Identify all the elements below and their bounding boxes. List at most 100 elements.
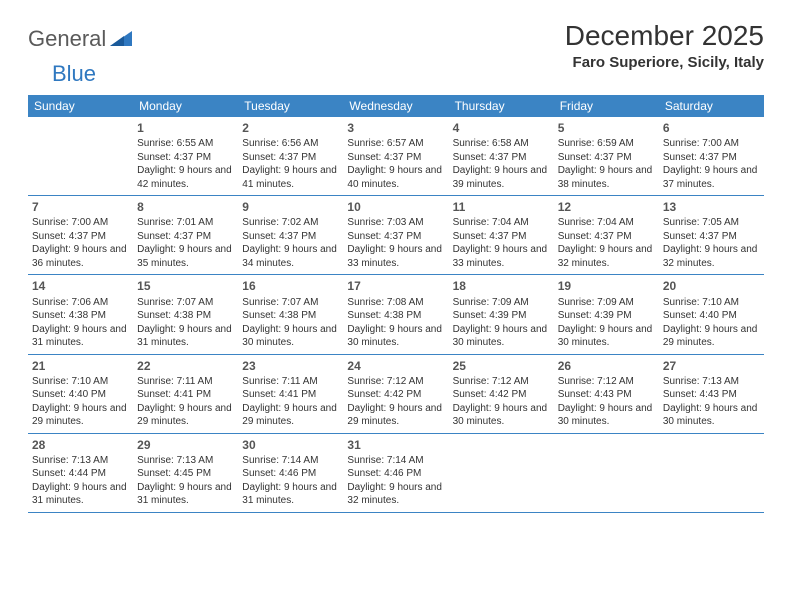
weekday-header-row: SundayMondayTuesdayWednesdayThursdayFrid… [28, 95, 764, 117]
day-cell: 3Sunrise: 6:57 AMSunset: 4:37 PMDaylight… [343, 117, 448, 195]
day-info-line: Daylight: 9 hours and 29 minutes. [32, 402, 129, 429]
day-number: 3 [347, 120, 444, 136]
day-number: 5 [558, 120, 655, 136]
day-info-line: Sunset: 4:41 PM [242, 388, 339, 402]
day-info-line: Daylight: 9 hours and 30 minutes. [453, 402, 550, 429]
weekday-header: Thursday [449, 95, 554, 117]
day-number: 22 [137, 358, 234, 374]
day-info-line: Sunrise: 7:09 AM [453, 296, 550, 310]
day-info-line: Sunset: 4:37 PM [558, 151, 655, 165]
day-info-line: Sunrise: 7:09 AM [558, 296, 655, 310]
day-info-line: Sunset: 4:40 PM [32, 388, 129, 402]
day-info-line: Sunset: 4:43 PM [663, 388, 760, 402]
day-info-line: Sunrise: 7:07 AM [242, 296, 339, 310]
day-number: 18 [453, 278, 550, 294]
day-cell: 19Sunrise: 7:09 AMSunset: 4:39 PMDayligh… [554, 275, 659, 353]
day-cell: 29Sunrise: 7:13 AMSunset: 4:45 PMDayligh… [133, 434, 238, 512]
calendar-grid: SundayMondayTuesdayWednesdayThursdayFrid… [28, 95, 764, 513]
day-info-line: Sunset: 4:37 PM [347, 230, 444, 244]
day-number: 26 [558, 358, 655, 374]
day-info-line: Sunset: 4:37 PM [347, 151, 444, 165]
day-number: 7 [32, 199, 129, 215]
day-info-line: Sunrise: 7:03 AM [347, 216, 444, 230]
week-row: 21Sunrise: 7:10 AMSunset: 4:40 PMDayligh… [28, 355, 764, 434]
day-info-line: Sunset: 4:38 PM [242, 309, 339, 323]
day-info-line: Sunset: 4:38 PM [32, 309, 129, 323]
day-info-line: Daylight: 9 hours and 32 minutes. [347, 481, 444, 508]
day-cell: 15Sunrise: 7:07 AMSunset: 4:38 PMDayligh… [133, 275, 238, 353]
day-info-line: Daylight: 9 hours and 42 minutes. [137, 164, 234, 191]
day-info-line: Sunset: 4:42 PM [453, 388, 550, 402]
day-number: 6 [663, 120, 760, 136]
day-info-line: Daylight: 9 hours and 32 minutes. [558, 243, 655, 270]
day-info-line: Daylight: 9 hours and 29 minutes. [347, 402, 444, 429]
day-info-line: Sunrise: 6:56 AM [242, 137, 339, 151]
logo-triangle-icon [110, 28, 132, 51]
week-row: 28Sunrise: 7:13 AMSunset: 4:44 PMDayligh… [28, 434, 764, 513]
calendar-page: General December 2025 Faro Superiore, Si… [0, 0, 792, 523]
day-number: 24 [347, 358, 444, 374]
week-row: 1Sunrise: 6:55 AMSunset: 4:37 PMDaylight… [28, 117, 764, 196]
logo-text-general: General [28, 26, 106, 52]
day-info-line: Sunset: 4:41 PM [137, 388, 234, 402]
day-cell: 26Sunrise: 7:12 AMSunset: 4:43 PMDayligh… [554, 355, 659, 433]
day-cell: 13Sunrise: 7:05 AMSunset: 4:37 PMDayligh… [659, 196, 764, 274]
day-info-line: Daylight: 9 hours and 31 minutes. [242, 481, 339, 508]
day-info-line: Sunrise: 7:00 AM [663, 137, 760, 151]
day-cell: 9Sunrise: 7:02 AMSunset: 4:37 PMDaylight… [238, 196, 343, 274]
day-number: 16 [242, 278, 339, 294]
day-info-line: Sunset: 4:40 PM [663, 309, 760, 323]
day-info-line: Sunrise: 7:10 AM [32, 375, 129, 389]
day-info-line: Sunset: 4:38 PM [137, 309, 234, 323]
day-number: 2 [242, 120, 339, 136]
day-info-line: Sunrise: 7:12 AM [453, 375, 550, 389]
day-info-line: Sunset: 4:46 PM [242, 467, 339, 481]
day-number: 8 [137, 199, 234, 215]
day-cell: 11Sunrise: 7:04 AMSunset: 4:37 PMDayligh… [449, 196, 554, 274]
day-info-line: Sunrise: 7:12 AM [558, 375, 655, 389]
day-info-line: Sunrise: 7:11 AM [242, 375, 339, 389]
day-info-line: Daylight: 9 hours and 29 minutes. [242, 402, 339, 429]
day-number: 30 [242, 437, 339, 453]
day-cell [28, 117, 133, 195]
day-cell: 31Sunrise: 7:14 AMSunset: 4:46 PMDayligh… [343, 434, 448, 512]
day-cell: 27Sunrise: 7:13 AMSunset: 4:43 PMDayligh… [659, 355, 764, 433]
day-info-line: Daylight: 9 hours and 33 minutes. [347, 243, 444, 270]
day-cell: 21Sunrise: 7:10 AMSunset: 4:40 PMDayligh… [28, 355, 133, 433]
day-info-line: Sunset: 4:37 PM [242, 151, 339, 165]
day-info-line: Daylight: 9 hours and 30 minutes. [347, 323, 444, 350]
logo-text-blue: Blue [52, 61, 96, 87]
day-info-line: Sunrise: 7:13 AM [137, 454, 234, 468]
day-info-line: Daylight: 9 hours and 30 minutes. [242, 323, 339, 350]
day-info-line: Daylight: 9 hours and 31 minutes. [137, 323, 234, 350]
day-number: 14 [32, 278, 129, 294]
day-info-line: Sunrise: 7:13 AM [663, 375, 760, 389]
day-cell: 5Sunrise: 6:59 AMSunset: 4:37 PMDaylight… [554, 117, 659, 195]
day-info-line: Daylight: 9 hours and 40 minutes. [347, 164, 444, 191]
day-cell: 23Sunrise: 7:11 AMSunset: 4:41 PMDayligh… [238, 355, 343, 433]
day-number: 23 [242, 358, 339, 374]
day-info-line: Sunrise: 7:01 AM [137, 216, 234, 230]
day-cell: 7Sunrise: 7:00 AMSunset: 4:37 PMDaylight… [28, 196, 133, 274]
day-number: 10 [347, 199, 444, 215]
day-info-line: Sunset: 4:37 PM [663, 230, 760, 244]
day-cell: 10Sunrise: 7:03 AMSunset: 4:37 PMDayligh… [343, 196, 448, 274]
day-info-line: Daylight: 9 hours and 29 minutes. [137, 402, 234, 429]
day-number: 11 [453, 199, 550, 215]
day-info-line: Sunset: 4:37 PM [32, 230, 129, 244]
weekday-header: Monday [133, 95, 238, 117]
day-number: 9 [242, 199, 339, 215]
day-info-line: Daylight: 9 hours and 37 minutes. [663, 164, 760, 191]
day-cell [449, 434, 554, 512]
day-cell: 18Sunrise: 7:09 AMSunset: 4:39 PMDayligh… [449, 275, 554, 353]
day-info-line: Sunrise: 7:14 AM [242, 454, 339, 468]
location-label: Faro Superiore, Sicily, Italy [565, 54, 764, 71]
day-info-line: Sunset: 4:37 PM [137, 230, 234, 244]
day-info-line: Daylight: 9 hours and 34 minutes. [242, 243, 339, 270]
day-info-line: Daylight: 9 hours and 38 minutes. [558, 164, 655, 191]
day-cell: 12Sunrise: 7:04 AMSunset: 4:37 PMDayligh… [554, 196, 659, 274]
day-number: 31 [347, 437, 444, 453]
day-info-line: Daylight: 9 hours and 30 minutes. [453, 323, 550, 350]
day-number: 25 [453, 358, 550, 374]
day-info-line: Sunset: 4:45 PM [137, 467, 234, 481]
